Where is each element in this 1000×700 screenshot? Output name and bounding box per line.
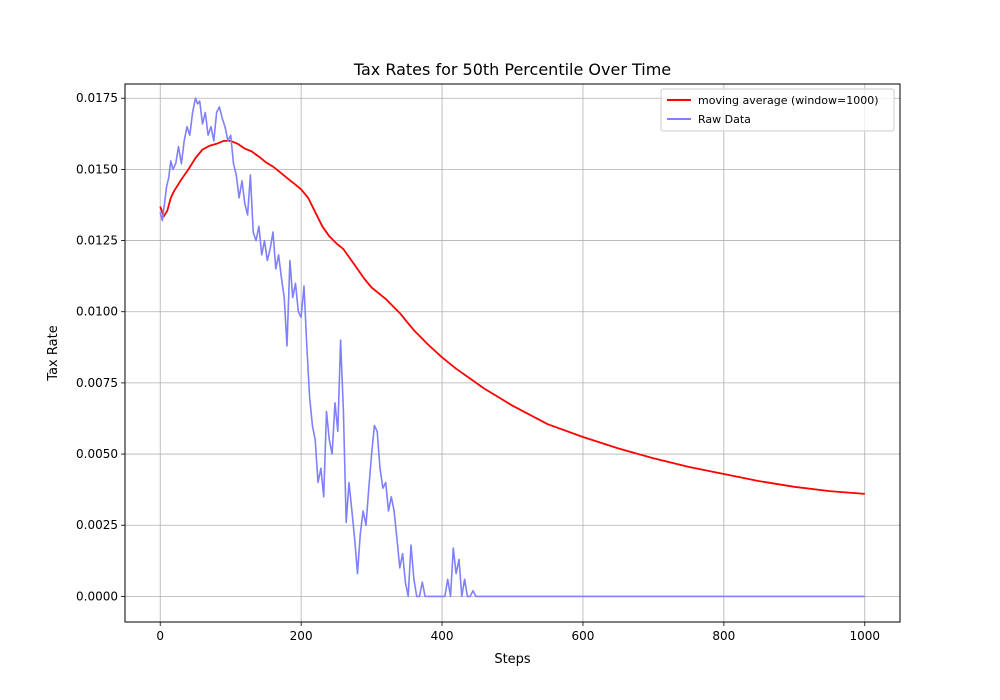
plot-frame (124, 83, 901, 623)
moving-average-line (159, 139, 865, 495)
y-tick-label: 0.0100 (76, 305, 118, 319)
y-tick-label: 0.0050 (76, 447, 118, 461)
legend-box (660, 88, 895, 132)
legend-label-raw-data: Raw Data (698, 113, 751, 126)
axis-ticks: 0 200 400 600 800 1000 0.0000 0.0025 0.0050 0.007… (76, 91, 880, 643)
y-tick-label: 0.0075 (76, 376, 118, 390)
y-tick-label: 0.0000 (76, 589, 118, 603)
y-tick-label: 0.0150 (76, 162, 118, 176)
x-tick-label: 600 (572, 629, 595, 643)
x-tick-label: 200 (290, 629, 313, 643)
y-tick-label: 0.0175 (76, 91, 118, 105)
y-tick-label: 0.0025 (76, 518, 118, 532)
series-lines (159, 97, 865, 598)
x-tick-label: 0 (156, 629, 164, 643)
x-tick-label: 400 (431, 629, 454, 643)
legend: moving average (window=1000) Raw Data (660, 88, 895, 132)
raw-data-line (159, 97, 865, 598)
chart-title: Tax Rates for 50th Percentile Over Time (353, 60, 671, 79)
y-tick-label: 0.0125 (76, 234, 118, 248)
grid (125, 84, 900, 622)
legend-label-moving-average: moving average (window=1000) (698, 94, 879, 107)
y-axis-title: Tax Rate (46, 325, 61, 381)
x-tick-label: 1000 (849, 629, 880, 643)
x-tick-label: 800 (712, 629, 735, 643)
x-axis-title: Steps (494, 652, 531, 667)
